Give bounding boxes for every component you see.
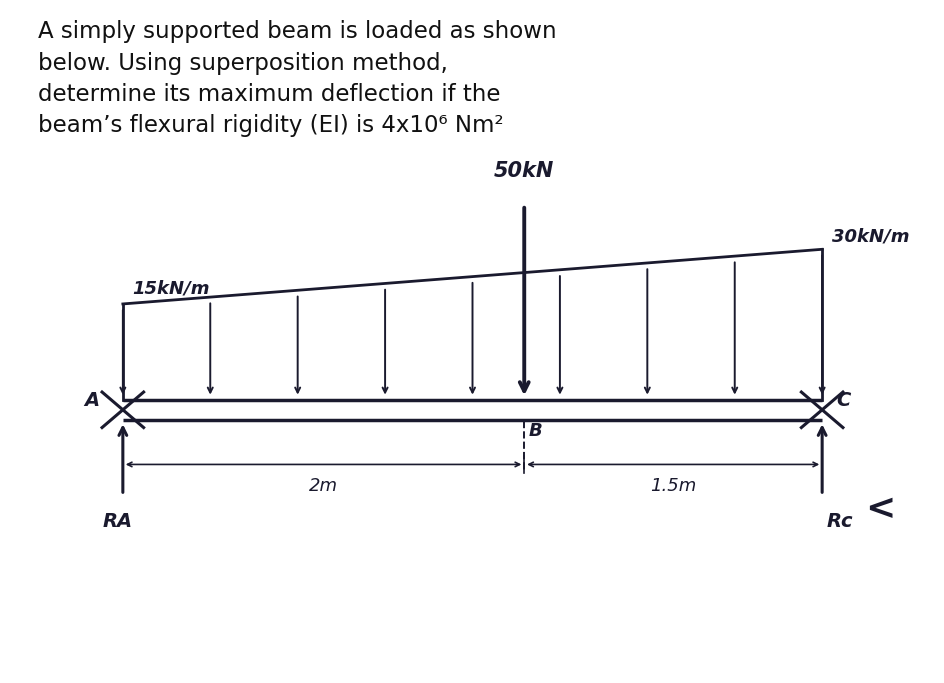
Text: RA: RA [103,512,133,531]
Text: 50kN: 50kN [494,161,554,181]
Text: A simply supported beam is loaded as shown
below. Using superposition method,
de: A simply supported beam is loaded as sho… [38,20,556,137]
Text: C: C [835,391,850,410]
Text: 1.5m: 1.5m [649,477,696,494]
Text: <: < [864,492,894,526]
Text: Rc: Rc [826,512,852,531]
Text: B: B [529,422,542,440]
Text: 30kN/m: 30kN/m [831,228,908,246]
Text: 2m: 2m [309,477,338,494]
Text: A: A [84,391,99,410]
Text: 15kN/m: 15kN/m [132,279,210,297]
